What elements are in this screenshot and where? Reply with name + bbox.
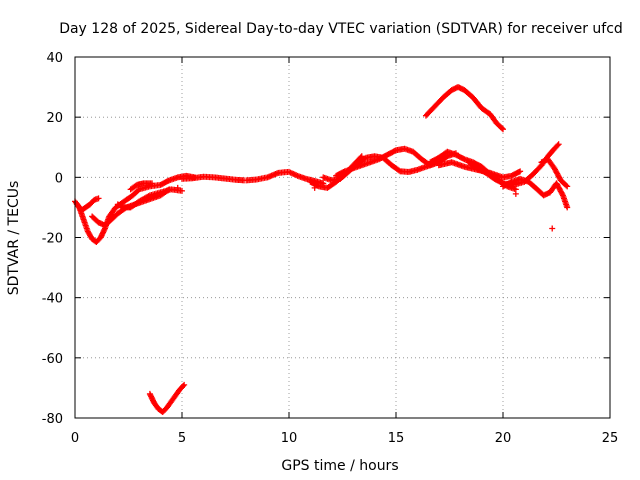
data-point-track-p: [564, 183, 571, 190]
data-point-track-n: [555, 141, 562, 148]
y-tick-label: -40: [42, 292, 63, 307]
data-point-track-e: [149, 180, 156, 187]
data-point-track-d: [179, 187, 185, 194]
y-tick-label: 40: [46, 51, 63, 66]
data-point-track-n: [554, 142, 561, 149]
data-point-track-p: [563, 182, 570, 189]
data-point-track-k: [498, 125, 505, 132]
x-tick-label: 0: [71, 431, 79, 446]
data-point-track-b: [95, 195, 102, 202]
x-tick-label: 10: [281, 431, 298, 446]
y-tick-label: -60: [42, 352, 63, 367]
data-point-outliers: [549, 225, 556, 232]
y-tick-label: 0: [55, 171, 63, 186]
data-point-outliers: [311, 184, 318, 191]
data-point-outliers: [174, 184, 181, 191]
data-point-track-d: [145, 193, 152, 200]
plot-frame: [74, 56, 611, 419]
tick-labels: 0 5 10 15 20 25 -80 -60 -40 -20 0 20 40: [42, 51, 619, 446]
y-tick-label: -20: [42, 232, 63, 247]
data-point-track-o: [559, 191, 566, 198]
x-tick-label: 25: [602, 431, 619, 446]
x-tick-label: 5: [178, 431, 186, 446]
data-point-outliers: [512, 190, 519, 197]
data-points: [72, 84, 571, 415]
data-point-track-q: [180, 383, 187, 390]
y-tick-label: 20: [46, 111, 63, 126]
x-tick-label: 20: [495, 431, 512, 446]
y-tick-label: -80: [42, 412, 63, 427]
x-axis-label: GPS time / hours: [281, 458, 398, 474]
data-point-track-m: [517, 168, 524, 175]
x-tick-label: 15: [388, 431, 405, 446]
grid-lines: [75, 57, 610, 418]
data-point-track-q: [181, 381, 188, 388]
data-point-track-o: [564, 204, 571, 211]
data-point-track-k: [500, 126, 506, 133]
chart-title: Day 128 of 2025, Sidereal Day-to-day VTE…: [59, 21, 623, 37]
y-axis-label: SDTVAR / TECUs: [6, 181, 22, 296]
